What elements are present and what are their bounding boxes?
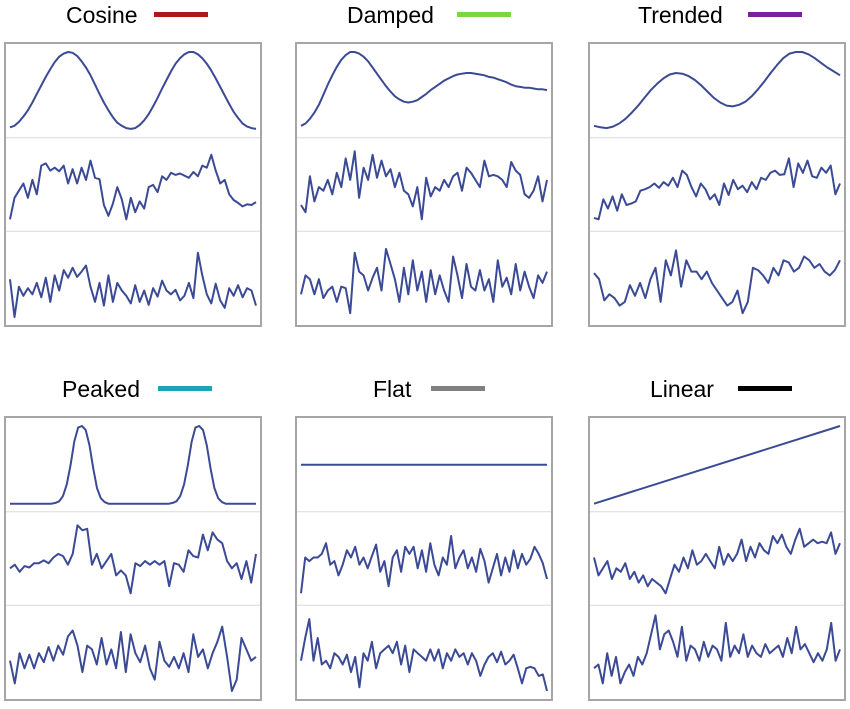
panel-svg bbox=[590, 425, 844, 685]
panel-svg bbox=[590, 51, 844, 315]
series-line-row-2 bbox=[9, 251, 257, 318]
panel-svg bbox=[6, 425, 260, 692]
series-line-row-0 bbox=[10, 425, 256, 505]
series-line-row-0 bbox=[593, 51, 841, 130]
series-line-row-2 bbox=[9, 625, 257, 692]
plot-frame bbox=[295, 416, 553, 701]
chart-panel-5: Linear bbox=[588, 374, 850, 704]
chart-panel-4: Flat bbox=[295, 374, 557, 704]
series-line-row-1 bbox=[300, 535, 548, 594]
plot-frame bbox=[4, 416, 262, 701]
series-line-row-2 bbox=[300, 247, 548, 315]
panel-svg bbox=[297, 51, 551, 315]
legend-swatch bbox=[457, 12, 511, 17]
series-line-row-1 bbox=[300, 150, 548, 221]
panel-title: Linear bbox=[650, 376, 714, 402]
plot-frame bbox=[588, 416, 846, 701]
panel-header: Flat bbox=[295, 374, 557, 404]
panel-title: Peaked bbox=[62, 376, 141, 402]
panel-svg bbox=[297, 463, 551, 692]
series-line-row-0 bbox=[300, 51, 548, 127]
legend-swatch bbox=[431, 386, 485, 391]
panel-title: Trended bbox=[638, 2, 723, 28]
panel-svg bbox=[6, 51, 260, 318]
series-line-row-1 bbox=[593, 157, 841, 221]
chart-panel-3: Peaked bbox=[4, 374, 266, 704]
panel-header: Cosine bbox=[4, 0, 266, 30]
series-line-row-1 bbox=[9, 153, 257, 221]
panel-header: Damped bbox=[295, 0, 557, 30]
series-line-row-2 bbox=[300, 618, 548, 692]
panel-header: Linear bbox=[588, 374, 850, 404]
panel-title: Damped bbox=[347, 2, 434, 28]
series-line-row-2 bbox=[593, 614, 841, 685]
series-line-row-1 bbox=[593, 527, 841, 595]
series-line-row-0 bbox=[593, 425, 841, 505]
legend-swatch bbox=[158, 386, 212, 391]
panel-header: Trended bbox=[588, 0, 850, 30]
series-line-row-2 bbox=[593, 249, 841, 315]
panel-title: Cosine bbox=[66, 2, 138, 28]
series-line-row-1 bbox=[9, 524, 257, 595]
panel-title: Flat bbox=[373, 376, 412, 402]
plot-frame bbox=[4, 42, 262, 327]
plot-frame bbox=[588, 42, 846, 327]
series-line-row-0 bbox=[9, 51, 257, 130]
panel-header: Peaked bbox=[4, 374, 266, 404]
chart-panel-1: Damped bbox=[295, 0, 557, 330]
chart-panel-0: Cosine bbox=[4, 0, 266, 330]
chart-panel-2: Trended bbox=[588, 0, 850, 330]
legend-swatch bbox=[748, 12, 802, 17]
legend-swatch bbox=[738, 386, 792, 391]
plot-frame bbox=[295, 42, 553, 327]
legend-swatch bbox=[154, 12, 208, 17]
